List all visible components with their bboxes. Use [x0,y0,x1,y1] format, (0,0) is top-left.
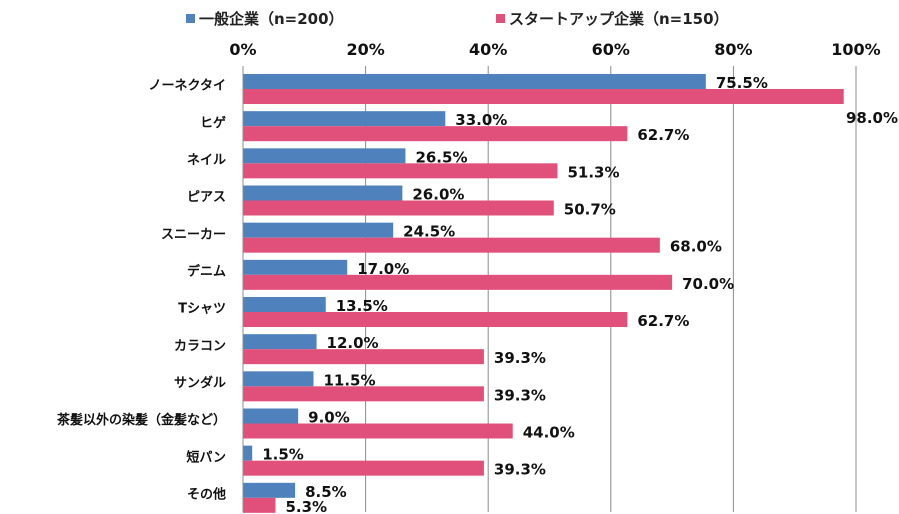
data-label: 98.0% [846,109,898,127]
category-label: その他 [187,486,226,502]
category-label: Tシャツ [178,302,226,317]
bar [243,259,348,275]
bar [243,408,299,424]
data-label: 50.7% [564,201,616,219]
legend-item-startup: スタートアップ企業（n=150） [496,8,729,29]
data-label: 44.0% [523,424,575,442]
legend: 一般企業（n=200） スタートアップ企業（n=150） [0,8,899,34]
category-label: デニム [187,263,226,279]
bar [243,163,558,179]
legend-swatch-general [186,14,195,23]
data-label: 24.5% [403,223,455,241]
data-label: 1.5% [262,446,304,464]
bar [243,445,253,461]
bar [243,274,673,290]
x-tick-label: 0% [229,40,256,59]
data-label: 26.0% [412,186,464,204]
bar [243,460,484,476]
bar [243,222,394,238]
x-tick-label: 60% [592,40,630,59]
bar [243,74,706,89]
x-tick-label: 100% [831,40,880,59]
data-label: 62.7% [637,312,689,330]
bar [243,89,844,104]
bar [243,297,326,312]
category-label: 茶髪以外の染髪（金髪など） [57,412,226,428]
legend-label-general: 一般企業（n=200） [199,10,344,28]
category-label: ネイル [187,153,226,168]
category-label: スニーカー [161,227,226,242]
x-tick-label: 20% [346,40,384,59]
bar [243,111,446,127]
data-label: 39.3% [494,386,546,404]
legend-swatch-startup [496,14,505,23]
bar [243,349,484,365]
category-label: カラコン [174,339,226,354]
bar [243,148,406,164]
bar [243,185,403,201]
category-label: サンダル [174,375,226,391]
data-label: 33.0% [455,111,507,129]
data-label: 51.3% [567,163,619,181]
legend-item-general: 一般企業（n=200） [186,8,344,29]
data-label: 39.3% [494,461,546,479]
data-label: 11.5% [323,371,375,389]
data-label: 39.3% [494,349,546,367]
bar [243,312,628,327]
data-label: 12.0% [327,334,379,352]
data-label: 17.0% [357,260,409,278]
bar [243,423,513,439]
legend-label-startup: スタートアップ企業（n=150） [509,10,729,28]
bar [243,237,660,253]
category-label: ヒゲ [200,115,226,131]
bar [243,200,554,216]
bar [243,497,276,513]
data-label: 5.3% [285,498,327,514]
bar [243,371,314,387]
bar [243,126,628,142]
data-label: 13.5% [336,297,388,315]
data-label: 68.0% [670,238,722,256]
data-label: 8.5% [305,483,347,501]
bar [243,482,296,498]
data-label: 62.7% [637,126,689,144]
category-label: ピアス [187,190,226,205]
bar [243,334,317,350]
bar [243,386,484,402]
category-label: 短パン [186,449,226,465]
data-label: 75.5% [716,74,768,92]
category-label: ノーネクタイ [149,79,226,94]
data-label: 26.5% [415,148,467,166]
x-tick-label: 80% [714,40,752,59]
data-label: 70.0% [682,275,734,293]
x-tick-label: 40% [469,40,507,59]
data-label: 9.0% [308,409,350,427]
